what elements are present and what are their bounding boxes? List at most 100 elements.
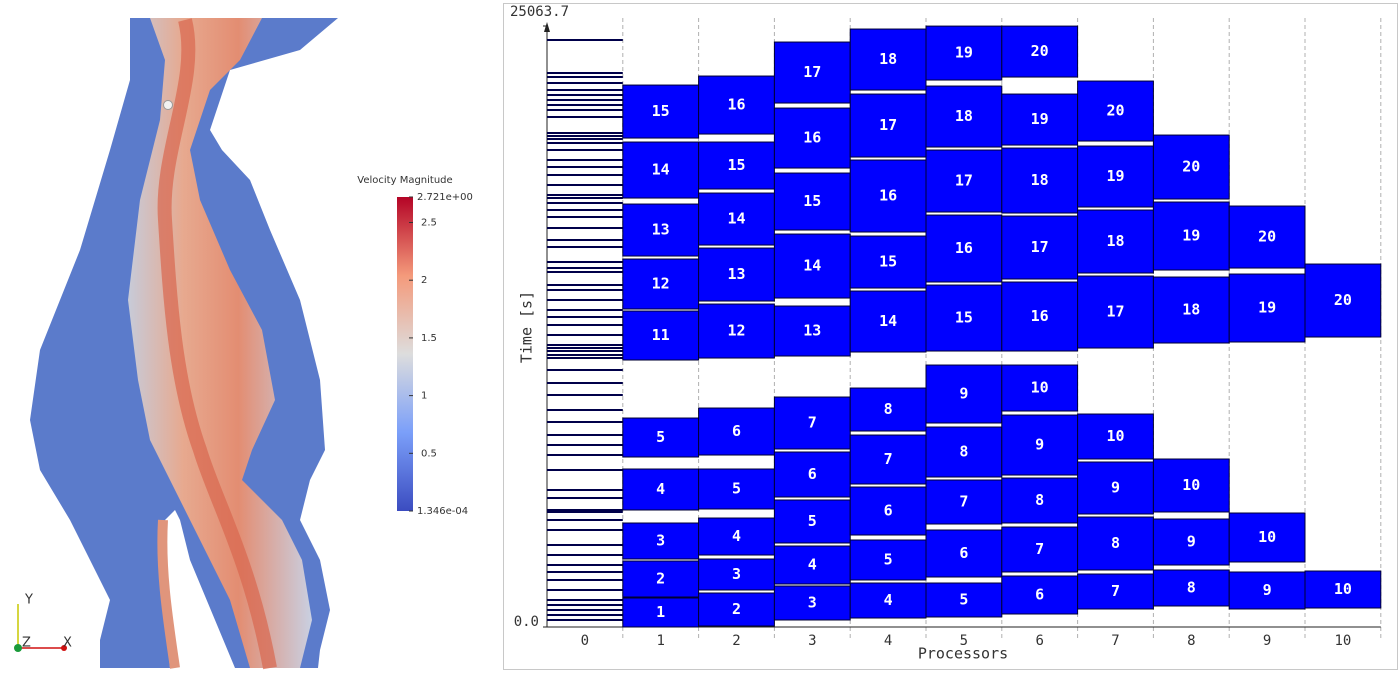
task-block — [925, 214, 1003, 283]
x-tick-label: 7 — [1111, 633, 1119, 649]
task-label: 3 — [808, 593, 817, 611]
task-block — [622, 310, 700, 361]
task-block — [1152, 134, 1230, 200]
task-block — [622, 560, 700, 598]
task-label: 20 — [1106, 102, 1124, 120]
task-block — [1077, 516, 1154, 571]
task-label: 14 — [803, 257, 821, 275]
flow-core — [128, 18, 312, 668]
task-block — [849, 582, 927, 619]
task-block — [849, 235, 927, 289]
task-label: 15 — [879, 253, 897, 271]
task-label: 8 — [1035, 491, 1044, 509]
y-tick-label: 25063.7 — [510, 4, 569, 20]
task-label: 3 — [732, 565, 741, 583]
task-block — [1001, 477, 1079, 524]
task-label: 18 — [879, 50, 897, 68]
task-block — [1077, 80, 1154, 142]
x-tick-label: 2 — [732, 633, 740, 649]
task-block — [1077, 413, 1154, 460]
task-label: 5 — [656, 428, 665, 446]
task-label: 10 — [1031, 379, 1049, 397]
task-label: 17 — [1106, 303, 1124, 321]
task-block — [849, 159, 927, 233]
task-label: 4 — [656, 480, 665, 498]
task-block — [1001, 526, 1079, 573]
x-tick-label: 0 — [581, 633, 589, 649]
task-block — [622, 258, 700, 310]
task-label: 9 — [1187, 533, 1196, 551]
chart-frame — [503, 3, 1398, 670]
y-axis-arrow — [544, 22, 550, 32]
task-block — [925, 426, 1003, 478]
task-block — [1001, 364, 1079, 412]
task-label: 16 — [1031, 307, 1049, 325]
task-label: 18 — [955, 107, 973, 125]
task-block — [622, 522, 700, 560]
task-label: 20 — [1182, 158, 1200, 176]
task-block — [925, 284, 1003, 352]
task-label: 19 — [1182, 227, 1200, 245]
task-block — [1001, 25, 1079, 78]
flow-streak — [157, 519, 180, 669]
task-label: 8 — [1111, 534, 1120, 552]
task-label: 4 — [808, 556, 817, 574]
task-block — [622, 84, 700, 139]
x-tick-label: 9 — [1263, 633, 1271, 649]
task-label: 17 — [1031, 238, 1049, 256]
task-block — [849, 539, 927, 581]
x-tick-label: 8 — [1187, 633, 1195, 649]
task-label: 5 — [732, 480, 741, 498]
task-label: 9 — [1111, 479, 1120, 497]
task-label: 12 — [727, 322, 745, 340]
task-label: 8 — [884, 400, 893, 418]
task-block — [1152, 458, 1230, 513]
task-label: 19 — [1258, 299, 1276, 317]
task-label: 20 — [1031, 42, 1049, 60]
task-block — [698, 75, 775, 135]
task-block — [925, 529, 1003, 578]
task-label: 9 — [1035, 436, 1044, 454]
task-label: 7 — [884, 450, 893, 468]
task-block — [925, 149, 1003, 213]
task-label: 19 — [955, 44, 973, 62]
probe-sphere — [163, 100, 173, 110]
task-block — [773, 545, 851, 585]
task-block — [1304, 263, 1382, 338]
task-label: 13 — [803, 322, 821, 340]
task-label: 13 — [727, 265, 745, 283]
task-label: 6 — [732, 422, 741, 440]
task-label: 15 — [727, 156, 745, 174]
task-label: 17 — [803, 63, 821, 81]
task-label: 16 — [955, 239, 973, 257]
task-block — [925, 85, 1003, 148]
task-label: 10 — [1182, 476, 1200, 494]
task-block — [773, 41, 851, 104]
task-block — [1152, 276, 1230, 344]
task-block — [925, 479, 1003, 525]
render-view: Y Z X Velocity Magnitude — [14, 18, 453, 670]
flow-streak — [157, 18, 277, 670]
task-block — [698, 141, 775, 190]
task-block — [1228, 273, 1306, 343]
task-label: 5 — [808, 512, 817, 530]
x-tick-label: 10 — [1334, 633, 1351, 649]
task-block — [1304, 570, 1382, 609]
task-block — [698, 247, 775, 302]
task-block — [849, 434, 927, 485]
colorbar-label: 0.5 — [421, 448, 437, 459]
y-tick-label: 0.0 — [514, 614, 539, 630]
task-label: 19 — [1106, 167, 1124, 185]
task-label: 16 — [879, 187, 897, 205]
task-block — [698, 592, 775, 627]
task-label: 19 — [1031, 110, 1049, 128]
task-block — [1077, 145, 1154, 208]
task-label: 16 — [727, 96, 745, 114]
task-label: 2 — [732, 600, 741, 618]
task-label: 15 — [955, 309, 973, 327]
task-label: 14 — [727, 210, 745, 228]
task-label: 6 — [808, 465, 817, 483]
task-label: 10 — [1258, 528, 1276, 546]
x-tick-label: 1 — [656, 633, 664, 649]
